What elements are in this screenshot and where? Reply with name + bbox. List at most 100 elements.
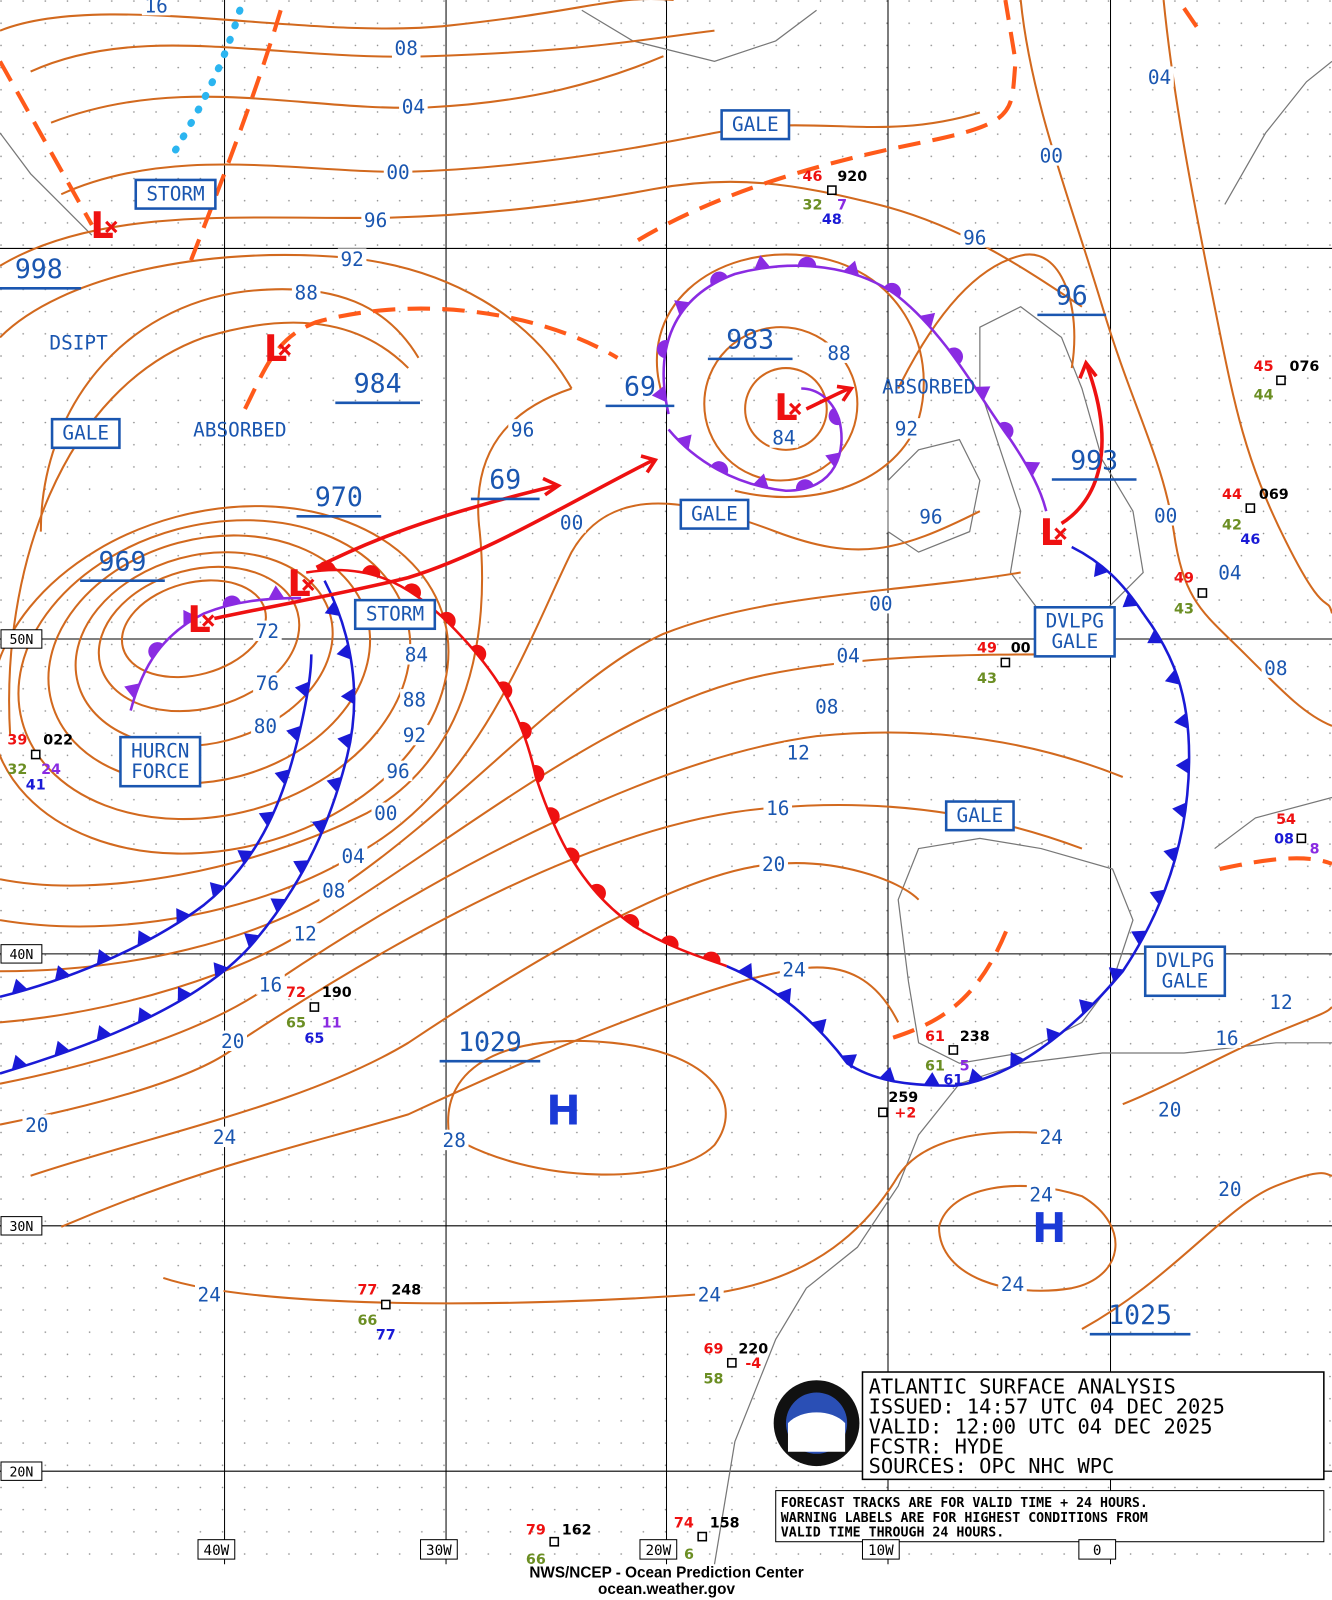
lon-label-box [197, 1539, 236, 1560]
pressure-label: 970 [315, 482, 363, 513]
status-label: DSIPT [49, 332, 108, 355]
front-triangle [841, 1054, 857, 1069]
front-triangle [811, 1018, 827, 1035]
front-triangle [209, 882, 225, 898]
station-value: 41 [26, 777, 46, 793]
note-line: FORECAST TRACKS ARE FOR VALID TIME + 24 … [781, 1496, 1148, 1511]
station-value: 49 [1174, 571, 1194, 587]
note-line: VALID TIME THROUGH 24 HOURS. [781, 1526, 1004, 1541]
station-value: 32 [803, 198, 823, 214]
pressure-label: 69 [489, 465, 521, 496]
front-triangle [96, 1025, 112, 1041]
station-value: 46 [803, 169, 823, 185]
warning-box [944, 800, 1015, 832]
station-value: 66 [526, 1552, 546, 1568]
isobar-label-bg [402, 644, 431, 665]
isobar-label: 76 [256, 672, 279, 695]
warning-box [134, 178, 217, 210]
front-semicircle [797, 256, 817, 267]
front-semicircle [948, 347, 964, 365]
isobar-label: 84 [772, 427, 795, 450]
low-center: L [774, 386, 797, 429]
station-value: 5 [960, 1058, 970, 1074]
front-triangle [776, 988, 792, 1004]
front-triangle [1147, 629, 1163, 644]
station-value: 46 [1240, 532, 1260, 548]
front-triangle [11, 1054, 28, 1070]
isobar-label: 00 [1154, 504, 1177, 527]
front-triangle [1024, 461, 1041, 477]
warning-label: FORCE [131, 760, 189, 783]
isobar-label-bg [1155, 1099, 1184, 1120]
front-triangle [124, 683, 140, 699]
warning-label: GALE [1162, 970, 1209, 993]
isobar-label-bg [361, 209, 390, 231]
station-value: 48 [822, 212, 842, 228]
front-semicircle [546, 807, 560, 825]
front-triangle [1108, 967, 1125, 983]
isobar-label: 28 [443, 1129, 466, 1152]
pressure-label: 96 [1056, 281, 1088, 312]
station-value: 08 [1274, 831, 1294, 847]
isobar-label: 08 [395, 37, 418, 60]
pressure-label: 969 [99, 546, 147, 577]
front-triangle [1149, 889, 1166, 905]
warning-label: STORM [366, 603, 424, 626]
title-line: ISSUED: 14:57 UTC 04 DEC 2025 [869, 1394, 1225, 1418]
front-line [305, 568, 728, 968]
lat-label: 40N [9, 948, 33, 963]
title-line: VALID: 12:00 UTC 04 DEC 2025 [869, 1414, 1213, 1438]
front-triangle [843, 260, 860, 276]
isobar-label-bg [763, 797, 793, 818]
isobar-label: 24 [213, 1126, 236, 1149]
front-semicircle [590, 883, 606, 900]
station-value: 77 [376, 1327, 396, 1343]
front-triangle [1079, 999, 1095, 1015]
storm-tracks [213, 359, 1104, 621]
front-line [0, 654, 313, 999]
station-value: 190 [322, 985, 352, 1001]
front-triangle [268, 585, 285, 600]
front-triangle [311, 819, 328, 835]
warning-label: DVLPG [1046, 610, 1104, 633]
front-line [662, 264, 1048, 512]
isobar-label: 88 [403, 688, 426, 711]
front-triangle [293, 860, 309, 875]
low-x [1054, 527, 1067, 540]
status-label: ABSORBED [882, 376, 975, 399]
station-value: 162 [562, 1523, 592, 1539]
station-symbol [1276, 375, 1286, 386]
station-value: 8 [1310, 842, 1320, 858]
low-x [302, 578, 315, 591]
station-value: 248 [391, 1282, 421, 1298]
pressure-label: 993 [1070, 445, 1118, 476]
station-symbol [878, 1107, 888, 1118]
front-triangle [258, 811, 275, 827]
isobar-label: 96 [386, 760, 409, 783]
lat-label: 50N [9, 633, 33, 648]
station-value: 44 [1222, 487, 1242, 503]
station-value: 69 [704, 1342, 724, 1358]
front-triangle [676, 434, 692, 450]
isobar-label: 24 [198, 1283, 221, 1306]
isobar-label-bg [400, 724, 429, 746]
isobar-label-bg [1261, 657, 1291, 678]
lon-label: 40W [203, 1543, 229, 1559]
station-value: 43 [1174, 601, 1194, 617]
front-semicircle [565, 847, 580, 865]
front-semicircle [710, 461, 729, 475]
isobar-label: 20 [1158, 1098, 1181, 1121]
isobar-label: 00 [374, 802, 397, 825]
isobar-label-bg [290, 923, 320, 944]
title-line: SOURCES: OPC NHC WPC [869, 1454, 1115, 1478]
note-line: WARNING LABELS ARE FOR HIGHEST CONDITION… [781, 1511, 1148, 1526]
isobar-label: 72 [256, 620, 279, 643]
front-triangle [651, 385, 666, 403]
front-semicircle [795, 479, 814, 491]
front-triangle [294, 681, 310, 698]
front-triangle [1173, 712, 1189, 729]
lat-label-box [0, 1461, 43, 1481]
isobar-label: 20 [1218, 1178, 1241, 1201]
front-triangle [1175, 757, 1190, 774]
